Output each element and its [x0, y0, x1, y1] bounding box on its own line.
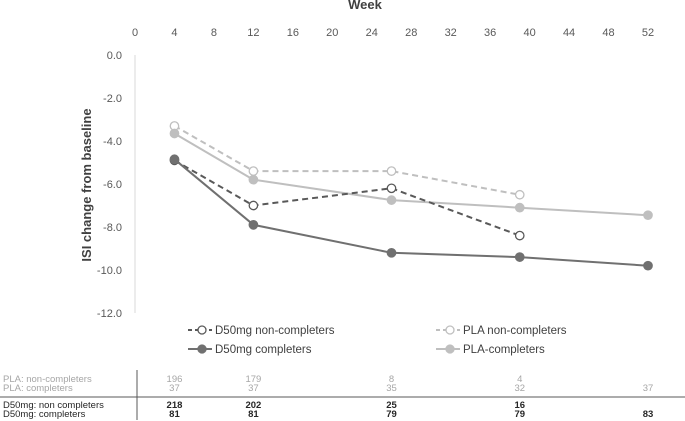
table-cell: 218	[167, 400, 183, 411]
legend-marker	[445, 344, 455, 354]
x-tick-label: 44	[563, 27, 575, 39]
data-point	[386, 247, 397, 258]
table-cell: 79	[514, 409, 525, 420]
x-tick-label: 28	[405, 27, 417, 39]
legend-marker	[445, 325, 455, 335]
table-row-label: PLA: completers	[3, 383, 73, 394]
x-tick-label: 16	[287, 27, 299, 39]
y-tick-label: -10.0	[97, 265, 122, 277]
y-axis-title: ISI change from baseline	[79, 108, 94, 261]
data-point	[386, 183, 397, 194]
table-row-label: D50mg: completers	[3, 409, 86, 420]
data-point	[514, 230, 525, 241]
table-cell: 37	[169, 383, 180, 394]
y-axis-ticks: 0.0 -2.0 -4.0 -6.0 -8.0 -10.0 -12.0	[97, 50, 122, 320]
y-tick-label: -4.0	[103, 136, 122, 148]
x-tick-label: 20	[326, 27, 338, 39]
table-cell: 25	[386, 400, 397, 411]
table-cell: 37	[248, 383, 259, 394]
data-point	[248, 200, 259, 211]
table-cell: 4	[517, 374, 522, 385]
series-line	[174, 159, 521, 237]
x-tick-label: 32	[445, 27, 457, 39]
table-cell: 16	[514, 400, 525, 411]
legend-label: PLA non-completers	[463, 325, 567, 337]
table-cell: 32	[514, 383, 525, 394]
legend-label: PLA-completers	[463, 344, 545, 356]
legend-label: D50mg completers	[215, 344, 312, 356]
x-tick-label: 52	[642, 27, 654, 39]
table-cell: 81	[169, 409, 180, 420]
data-point	[169, 128, 180, 139]
y-tick-label: 0.0	[107, 50, 122, 62]
x-tick-label: 4	[171, 27, 177, 39]
data-point	[514, 252, 525, 262]
data-point	[248, 220, 259, 230]
x-tick-label: 24	[366, 27, 378, 39]
data-point	[386, 195, 397, 205]
y-tick-label: -12.0	[97, 308, 122, 320]
data-point	[386, 166, 397, 176]
data-point	[514, 189, 525, 200]
x-axis-ticks: 0 4 8 12 16 20 24 28 32 36 40 44 48 52	[132, 27, 654, 39]
x-tick-label: 40	[523, 27, 535, 39]
series-layer	[169, 121, 653, 271]
series-line	[174, 125, 520, 196]
legend-marker	[197, 325, 207, 335]
table-cell: 196	[167, 374, 183, 385]
x-tick-label: 36	[484, 27, 496, 39]
data-point	[248, 166, 259, 176]
legend: D50mg non-completers PLA non-completers D5…	[188, 325, 567, 356]
y-tick-label: -6.0	[103, 179, 122, 191]
sample-size-table: PLA: non-completers 196 179 8 4 PLA: complete…	[3, 374, 653, 420]
data-point	[643, 210, 653, 221]
y-tick-label: -8.0	[103, 222, 122, 234]
table-cell: 8	[389, 374, 394, 385]
table-cell: 37	[643, 383, 654, 394]
table-cell: 79	[386, 409, 397, 420]
y-tick-label: -2.0	[103, 93, 122, 105]
x-tick-label: 8	[211, 27, 217, 39]
x-tick-label: 48	[602, 27, 614, 39]
table-cell: 81	[248, 409, 259, 420]
x-tick-label: 0	[132, 27, 138, 39]
series-line	[173, 132, 649, 217]
data-point	[514, 202, 525, 213]
table-cell: 83	[643, 409, 654, 420]
legend-marker	[197, 344, 207, 354]
data-point	[248, 174, 259, 185]
data-point	[643, 260, 653, 271]
table-cell: 35	[386, 383, 397, 394]
table-cell: 179	[245, 374, 261, 385]
table-row-label: PLA: non-completers	[3, 374, 92, 385]
data-point	[169, 154, 180, 165]
x-tick-label: 12	[247, 27, 259, 39]
table-cell: 202	[245, 400, 261, 411]
x-axis-title: Week	[348, 0, 382, 12]
legend-label: D50mg non-completers	[215, 325, 335, 337]
table-row-label: D50mg: non completers	[3, 400, 104, 411]
